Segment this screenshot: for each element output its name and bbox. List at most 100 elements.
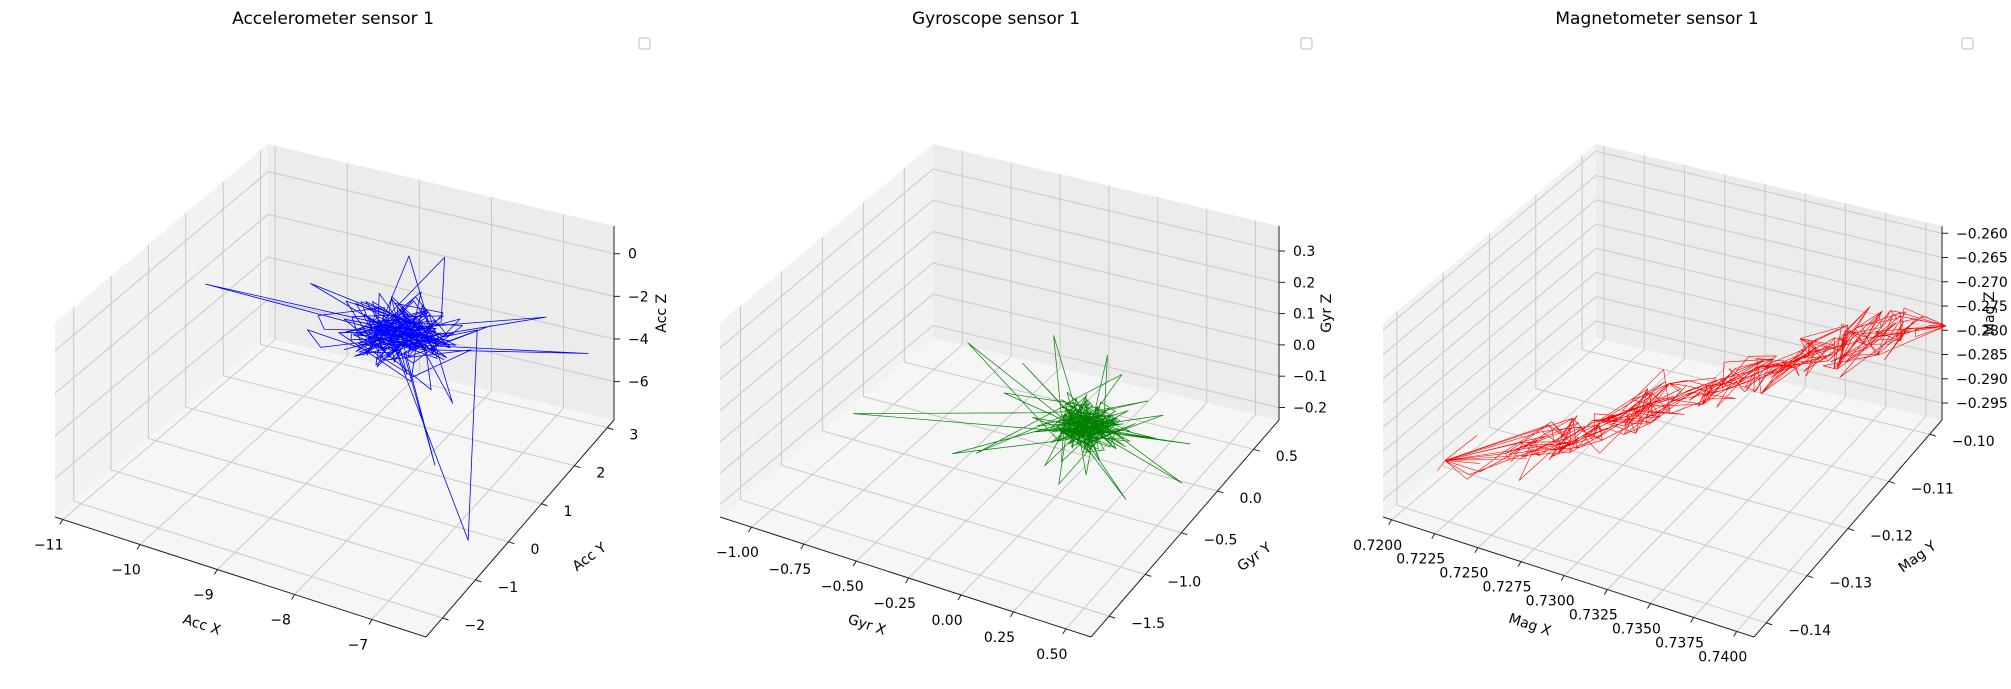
grid-line-x [803,162,1012,545]
x-tick-label: 0.7250 [1439,566,1488,582]
y-tick-label: −0.14 [1788,623,1831,639]
grid-line-z [54,299,615,479]
y-tick-label: −1.0 [1167,574,1201,590]
pane-right [268,144,614,420]
x-tick [1733,631,1738,637]
x-tick-label: −10 [111,563,141,579]
y-tick [1108,615,1116,619]
x-tick-label: −9 [193,588,214,604]
grid-line-x [1606,193,1806,590]
y-tick-label: −0.10 [1952,434,1995,450]
x-tick [957,594,962,601]
z-axis-label: Gyr Z [1319,294,1335,333]
z-tick-label: −4 [628,332,649,348]
z-tick-label: 0 [628,247,637,263]
grid-line-z [54,256,615,437]
x-tick-label: 0.7350 [1612,622,1661,638]
y-tick [442,617,449,621]
grid-line-y [1442,272,1808,577]
x-tick-label: −7 [348,638,369,654]
grid-line-x [1693,212,1887,618]
grid-line-x [1736,222,1927,632]
grid-line-x [1013,208,1208,613]
grid-line-z [1382,296,1943,477]
z-tick-label: 0.2 [1293,275,1315,291]
grid-line-x [855,174,1061,562]
x-tick-label: −11 [34,538,64,554]
x-tick [213,569,218,575]
grid-line-x [1563,184,1766,576]
grid-line-y [740,305,1110,617]
y-tick-label: 2 [596,466,605,482]
x-tick-label: 0.7400 [1698,649,1747,665]
x-tick-label: −0.50 [821,579,864,595]
legend-box [638,37,651,50]
grid-line-z [719,324,1280,505]
y-axis-line [425,419,615,638]
x-tick-label: −0.75 [768,562,811,578]
y-tick-label: 3 [629,428,638,444]
z-axis-label: Acc Z [654,294,670,333]
y-tick-label: −2 [464,618,485,634]
y-tick-label: 1 [563,504,572,520]
legend-box [1961,37,1974,50]
grid-line-y [73,307,443,619]
x-tick-label: 0.00 [931,613,962,629]
subplot-title: Gyroscope sensor 1 [912,9,1080,29]
grid-line-z [719,262,1280,443]
grid-line-y [821,236,1182,534]
x-axis-label: Mag X [1507,611,1554,640]
grid-line-y [1581,155,1930,435]
y-axis-line [1090,419,1280,638]
grid-line-y [222,181,575,467]
series-line [1437,306,1947,481]
z-tick-label: −0.290 [1956,372,2008,388]
grid-line-y [147,244,509,543]
series-line [205,255,589,541]
y-tick [1145,573,1152,577]
x-tick-label: 0.25 [984,630,1015,646]
z-tick-label: −0.295 [1956,396,2008,412]
y-tick-label: 0.5 [1276,449,1298,465]
x-tick [1388,519,1393,526]
pane-left [55,144,268,517]
grid-line-x [1650,203,1846,604]
z-tick-label: −0.2 [1293,400,1327,416]
x-tick-label: 0.7200 [1353,538,1402,554]
pane-right [933,144,1279,420]
x-tick [136,544,141,550]
y-tick-label: −0.12 [1870,529,1913,545]
grid-line-z [1382,150,1943,331]
x-tick [1647,603,1651,609]
z-tick-label: −0.275 [1956,299,2008,315]
y-tick [574,465,581,469]
x-tick-label: −8 [270,613,291,629]
x-tick [1517,561,1522,567]
x-axis-line [719,516,1092,638]
grid-line-z [1382,223,1943,404]
z-tick-label: 0.3 [1293,244,1315,260]
pane-floor [55,338,614,637]
x-tick-label: 0.7300 [1526,594,1575,610]
y-tick [1253,448,1260,452]
grid-line-x [960,197,1159,596]
z-tick-label: −0.265 [1956,251,2008,267]
grid-line-x [1065,220,1256,630]
x-tick [1474,547,1479,553]
grid-line-x [294,197,492,595]
subplot-title: Accelerometer sensor 1 [232,9,434,29]
x-tick [748,526,752,533]
grid-line-z [719,231,1280,411]
z-tick-label: −0.1 [1293,369,1327,385]
series-line [853,335,1191,500]
subplot-2: −1.00 −0.75 −0.50 −0.25 0.00 0.25 0.50 −1.5 −1.0… [716,9,1335,663]
grid-line-x [1520,174,1726,563]
z-axis-label: Mag Z [1982,292,1998,336]
grid-line-z [54,171,615,352]
grid-line-x [371,214,564,620]
x-tick [291,594,296,600]
x-tick [368,619,373,625]
x-tick [852,560,857,567]
